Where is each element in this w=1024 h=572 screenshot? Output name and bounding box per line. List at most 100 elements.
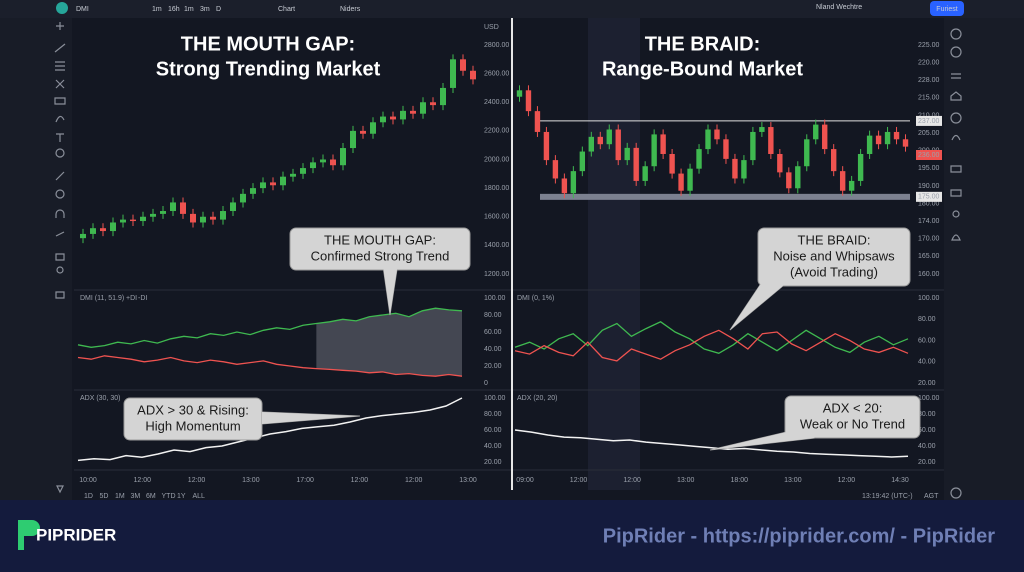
y-axis-label: 60.00 <box>918 427 936 434</box>
tool-icons <box>54 22 962 499</box>
candle-body <box>230 202 236 212</box>
candle-body <box>270 182 276 186</box>
x-axis-label: 18:00 <box>731 477 749 484</box>
candle-body <box>606 129 612 145</box>
candle-body <box>839 171 846 191</box>
candle-body <box>750 131 756 161</box>
callout-text: ADX > 30 & Rising: <box>137 402 249 417</box>
callout-text: THE BRAID: <box>798 232 871 247</box>
y-axis-label: 40.00 <box>918 443 936 450</box>
range-button[interactable]: ALL <box>193 493 206 500</box>
candle-body <box>280 176 286 186</box>
y-axis-label: 80.00 <box>918 316 936 323</box>
mouth-gap-fill <box>316 308 462 377</box>
candle-body <box>561 178 568 194</box>
callout-tail-cover <box>262 412 360 424</box>
y-axis-label: 40.00 <box>484 443 502 450</box>
y-axis-label: 100.00 <box>918 395 940 402</box>
y-axis-label: 100.00 <box>918 295 940 302</box>
y-axis-label: 170.00 <box>918 236 940 243</box>
highlight-band <box>588 18 640 490</box>
candle-body <box>250 188 256 194</box>
right-toolbar <box>944 18 1024 500</box>
footer-banner <box>0 500 1024 572</box>
candle-body <box>170 202 176 212</box>
candle-body <box>330 159 336 166</box>
range-button[interactable]: 1Y <box>177 493 186 500</box>
y-axis-label: 60.00 <box>918 337 936 344</box>
indicators[interactable]: Niders <box>340 6 361 13</box>
candle-body <box>543 131 550 161</box>
minus-di-line <box>514 329 909 362</box>
x-axis-label: 12:00 <box>351 477 369 484</box>
candle-body <box>777 153 783 173</box>
range-button[interactable]: 1M <box>115 493 125 500</box>
candle-body <box>651 134 657 167</box>
minus-di-legend: -DI <box>138 295 147 302</box>
y-axis-label: 2800.00 <box>484 42 509 49</box>
candle-body <box>320 159 326 163</box>
x-axis-label: 12:00 <box>188 477 206 484</box>
candle-body <box>696 149 702 169</box>
candle-body <box>80 233 86 239</box>
callout-box <box>784 395 921 439</box>
y-axis-label: 20.00 <box>484 459 502 466</box>
candle-body <box>795 166 801 189</box>
range-button[interactable]: YTD <box>162 493 176 500</box>
candle-body <box>130 219 136 222</box>
candle-body <box>260 182 266 189</box>
panel-subtitle: Strong Trending Market <box>156 58 381 80</box>
range-button[interactable]: 3M <box>131 493 141 500</box>
interval[interactable]: 1m <box>152 6 162 13</box>
candle-body <box>615 129 621 161</box>
candle-body <box>300 168 306 174</box>
panel-title: THE BRAID: <box>645 33 761 55</box>
interval[interactable]: D <box>216 6 221 13</box>
callout-tail-cover <box>730 270 790 330</box>
candle-body <box>525 90 532 112</box>
candle-body <box>380 116 386 123</box>
x-axis-label: 14:30 <box>891 477 909 484</box>
publish-label[interactable]: Furiest <box>936 6 957 13</box>
interval[interactable]: 16h <box>168 6 180 13</box>
adx-label: ADX (20, 20) <box>517 395 557 402</box>
interval[interactable]: 1m <box>184 6 194 13</box>
interval[interactable]: 3m <box>200 6 210 13</box>
candle-body <box>310 162 316 169</box>
candle-body <box>430 102 436 106</box>
adx-line <box>514 429 909 458</box>
callout-text: ADX < 20: <box>823 400 883 415</box>
plus-di-line <box>514 321 909 355</box>
candle-body <box>340 148 346 166</box>
candle-body <box>460 59 466 71</box>
x-axis-label: 12:00 <box>134 477 152 484</box>
range-button[interactable]: 6M <box>146 493 156 500</box>
candle-body <box>360 130 366 134</box>
candle-body <box>714 129 720 140</box>
range-button[interactable]: 1D <box>84 493 93 500</box>
candle-body <box>678 173 684 191</box>
symbol[interactable]: DMI <box>76 6 89 13</box>
candle-body <box>831 149 837 172</box>
level-tag-label: 175.00 <box>918 194 940 201</box>
logo-icon <box>18 520 40 550</box>
x-axis-label: 17:00 <box>296 477 314 484</box>
y-axis-label: 2200.00 <box>484 128 509 135</box>
y-axis-label: 174.00 <box>918 218 940 225</box>
candle-body <box>180 202 186 214</box>
publish-button[interactable] <box>930 1 964 16</box>
candle-body <box>579 151 586 172</box>
candle-body <box>220 211 226 220</box>
x-axis-label: 12:00 <box>570 477 588 484</box>
range-button[interactable]: 5D <box>100 493 109 500</box>
candle-body <box>884 131 891 145</box>
candle-body <box>597 136 603 145</box>
candle-body <box>633 147 639 181</box>
chart-type[interactable]: Chart <box>278 6 295 13</box>
candle-body <box>440 87 446 106</box>
minus-di-line <box>77 355 463 377</box>
candle-body <box>200 216 206 223</box>
candle-body <box>370 122 376 134</box>
